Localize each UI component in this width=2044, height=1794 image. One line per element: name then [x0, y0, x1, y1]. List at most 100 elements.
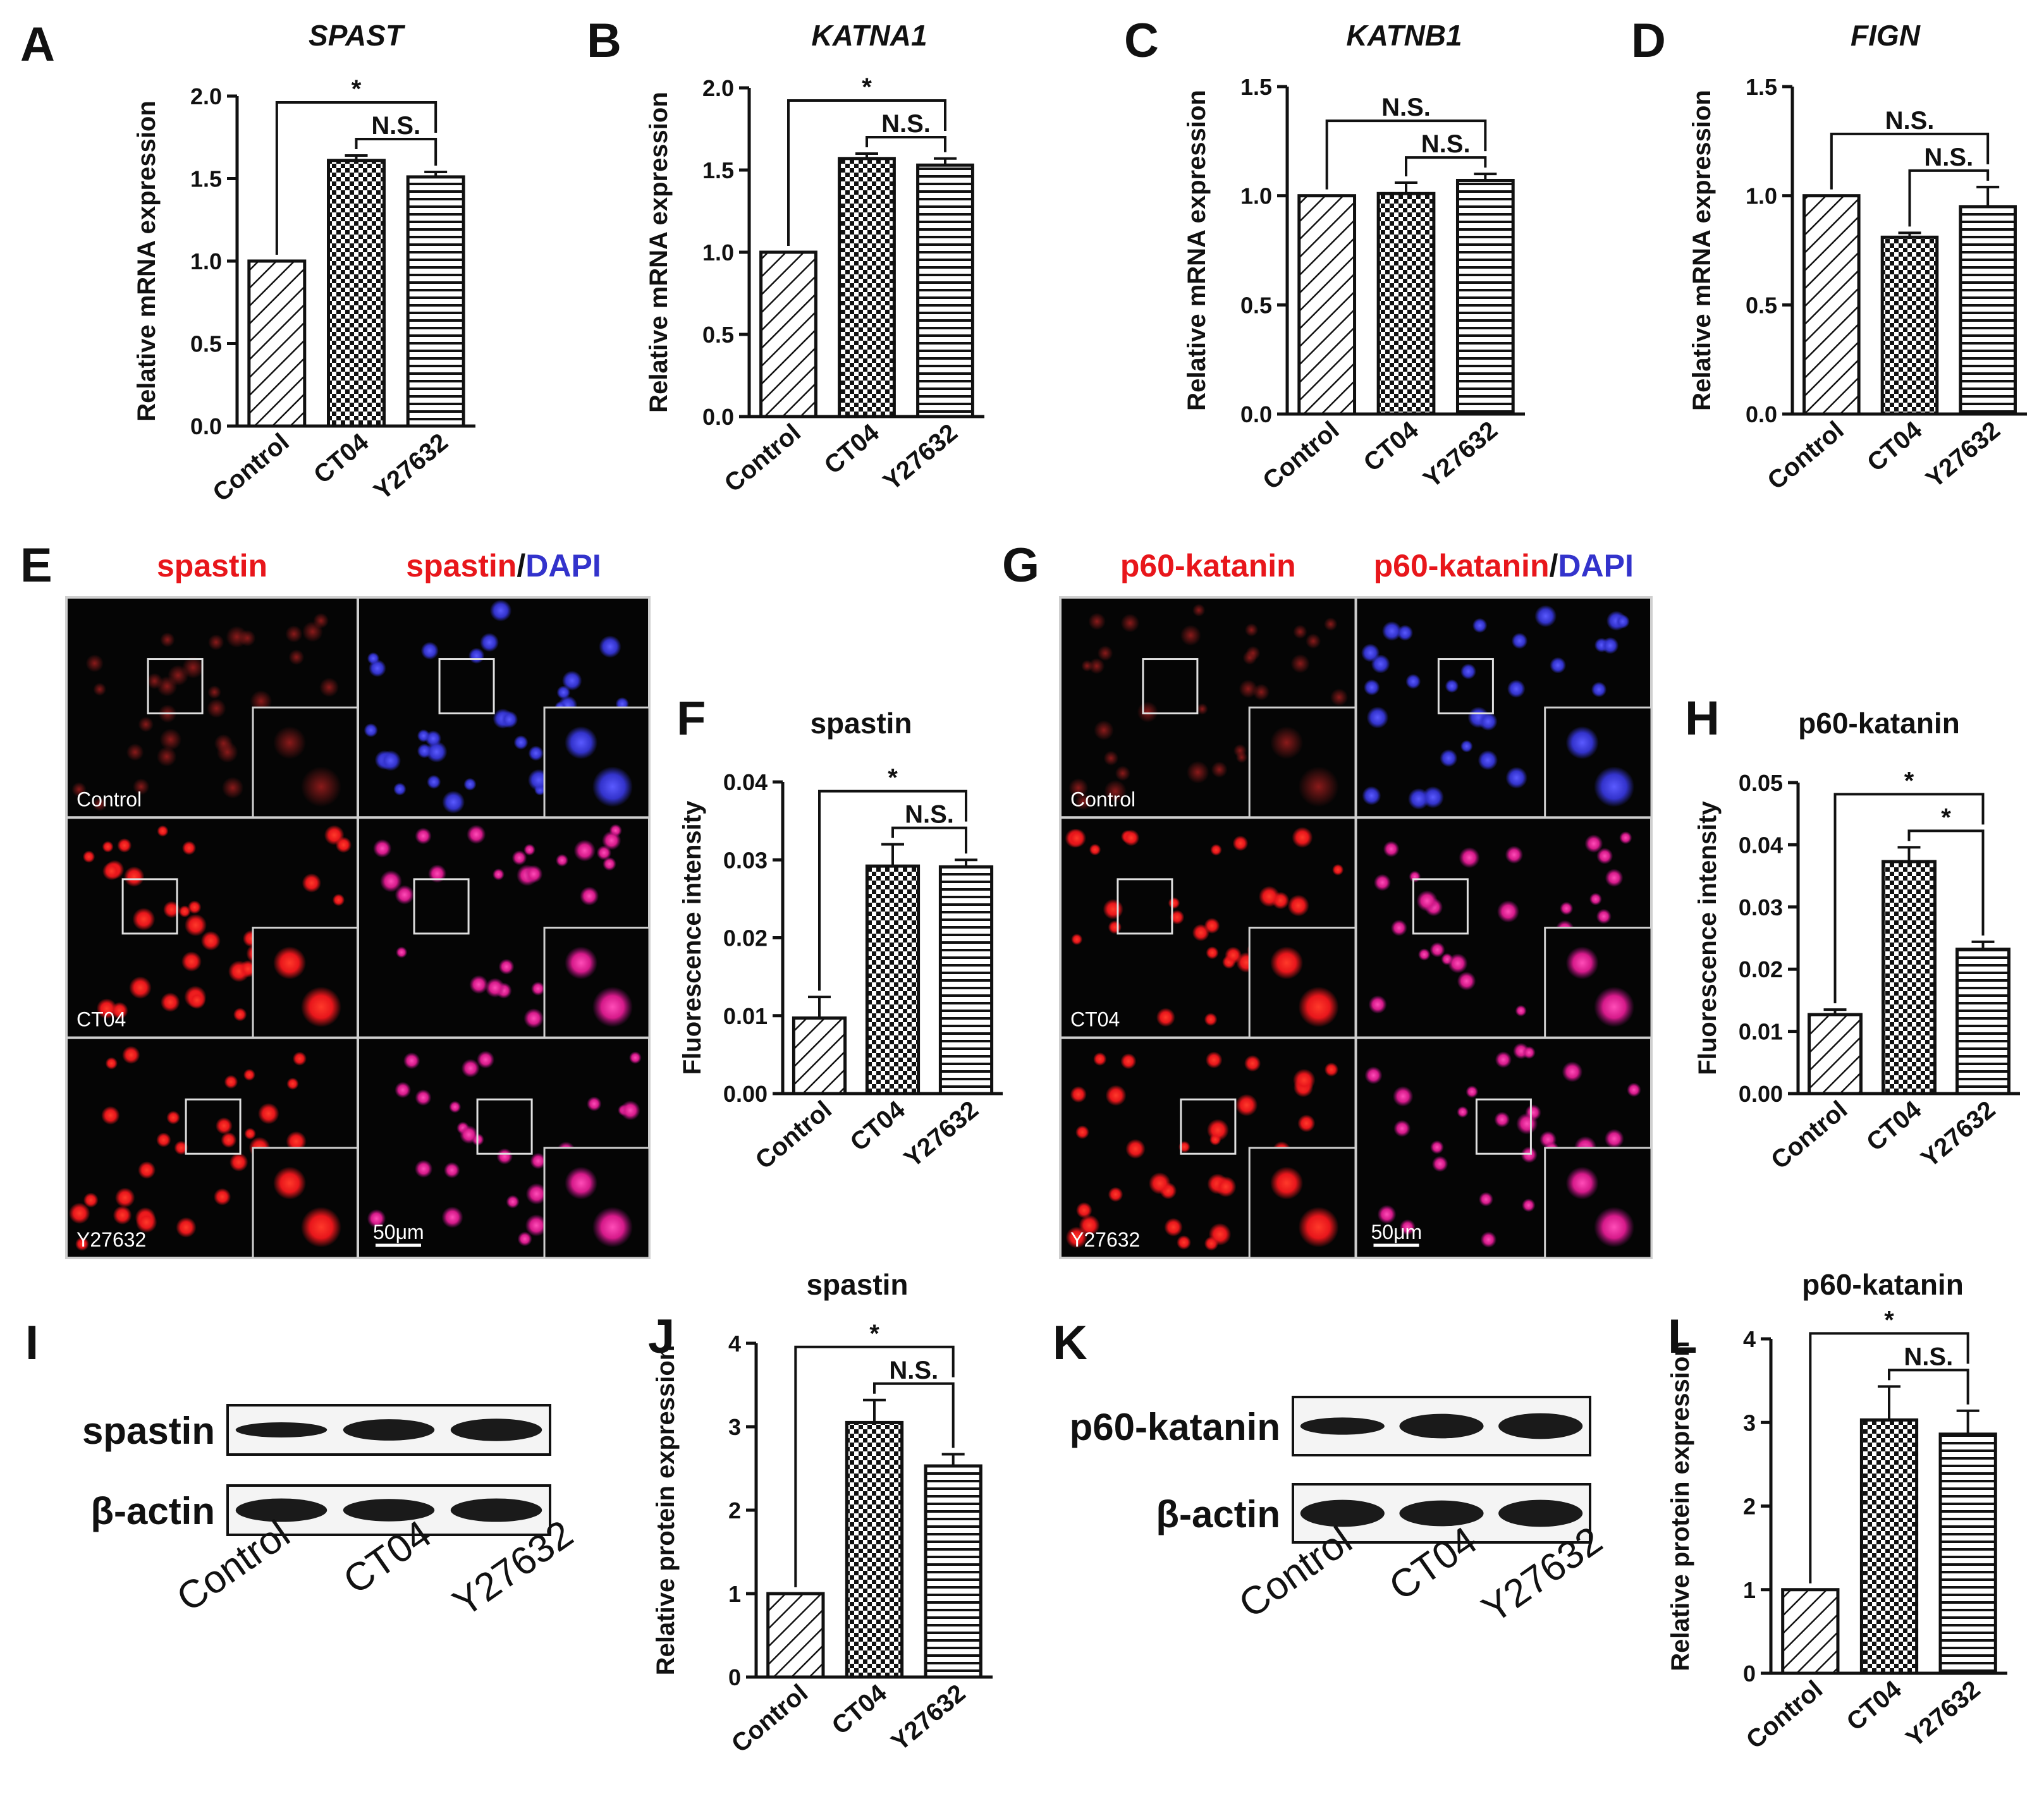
y-tick-label: 2 — [1743, 1494, 1756, 1520]
roi-box — [1437, 658, 1494, 715]
cell — [1071, 933, 1083, 946]
inset-cell — [1565, 1166, 1599, 1200]
sig-bracket-outer-label: * — [862, 73, 872, 101]
panel-label: H — [1685, 692, 1720, 745]
cell — [1180, 625, 1201, 646]
sig-bracket-outer-label: N.S. — [1885, 107, 1935, 135]
cell — [1103, 899, 1123, 920]
cell — [160, 632, 175, 647]
cell — [517, 1231, 532, 1247]
bar — [1859, 1418, 1919, 1675]
cell — [415, 1089, 432, 1106]
cell — [369, 659, 386, 678]
sig-bracket-outer — [1325, 119, 1487, 190]
cell — [1089, 843, 1101, 856]
cell — [1522, 1046, 1536, 1059]
micrograph-tile — [357, 816, 651, 1039]
cell — [492, 868, 505, 881]
cell — [1408, 788, 1429, 810]
cell — [489, 599, 512, 622]
cell — [523, 843, 535, 856]
roi-box — [147, 658, 204, 715]
y-tick-label: 2.0 — [190, 83, 222, 109]
inset-cell — [1594, 1207, 1635, 1248]
category-label: Control — [207, 428, 294, 507]
cell — [1204, 1013, 1218, 1027]
cell — [1392, 1086, 1414, 1107]
roi-box — [413, 878, 470, 935]
sig-bracket-inner — [1908, 169, 1990, 227]
cell — [1591, 681, 1607, 698]
cell — [1601, 637, 1619, 654]
cell — [463, 778, 477, 791]
row-label: Control — [76, 788, 142, 810]
cell — [188, 991, 206, 1010]
y-tick-label: 1 — [728, 1581, 741, 1607]
bar — [1955, 948, 2010, 1095]
sig-bracket-inner — [355, 137, 438, 166]
sig-bracket-outer-label: * — [869, 1320, 879, 1348]
merge-title: spastin/DAPI — [406, 548, 601, 583]
cell — [1377, 1205, 1397, 1224]
chart-title: KATNB1 — [1346, 19, 1462, 52]
cell — [476, 1051, 495, 1069]
cell — [380, 750, 401, 771]
cell — [244, 1128, 256, 1140]
cell — [114, 1187, 135, 1208]
y-tick-label: 1.5 — [1746, 74, 1777, 100]
merge-title-blue: DAPI — [1558, 548, 1633, 583]
inset — [252, 1147, 359, 1259]
merge-title-red: p60-katanin — [1374, 548, 1550, 583]
y-tick-label: 0.5 — [1746, 292, 1777, 318]
cell — [213, 1188, 231, 1205]
cell — [395, 1082, 412, 1099]
cell — [573, 839, 596, 862]
scale-bar-label: 50μm — [1371, 1221, 1423, 1243]
cell — [1211, 761, 1228, 778]
y-tick-label: 0.0 — [1240, 401, 1272, 427]
row-label: Y27632 — [1070, 1228, 1140, 1251]
inset — [252, 706, 359, 819]
y-tick-label: 0 — [728, 1664, 741, 1690]
y-tick-label: 0.03 — [1739, 894, 1783, 920]
blot-band — [343, 1499, 435, 1522]
sig-bracket-inner — [873, 1382, 955, 1448]
y-tick-label: 1.0 — [1240, 183, 1272, 209]
cell — [1292, 827, 1313, 848]
cell — [96, 998, 118, 1019]
blot-band — [1300, 1499, 1385, 1527]
cell — [335, 836, 352, 853]
cell — [157, 676, 178, 697]
cell — [1210, 844, 1222, 856]
cell — [1364, 1066, 1383, 1085]
cell — [1417, 948, 1431, 961]
chart-spast: A SPAST 0.0 0.5 1.0 1.5 2.0 Relative mRNA expre… — [20, 18, 475, 507]
cell — [1416, 890, 1438, 912]
y-axis-label: Relative mRNA expression — [133, 101, 161, 422]
y-tick-label: 0.02 — [1739, 956, 1783, 982]
cell — [1559, 901, 1574, 915]
chart-katnb1: C KATNB1 0.0 0.5 1.0 1.5 Relative mRNA express… — [1124, 14, 1525, 495]
cell — [1440, 749, 1458, 767]
cell — [1079, 1214, 1100, 1236]
y-axis-label: Relative mRNA expression — [1688, 90, 1716, 411]
cell — [599, 635, 621, 658]
cell — [113, 1205, 132, 1225]
cell — [221, 1132, 237, 1148]
cell — [396, 946, 408, 958]
inset — [543, 706, 651, 819]
sig-bracket-inner — [1405, 156, 1487, 176]
category-label: Control — [1258, 416, 1344, 495]
micrograph-tile: Y27632 — [65, 1036, 359, 1259]
cell — [1324, 617, 1338, 632]
cell — [620, 1100, 640, 1121]
inset — [1248, 1147, 1357, 1259]
blot-band — [1498, 1499, 1583, 1527]
y-tick-label: 1.5 — [190, 166, 222, 192]
cell — [184, 913, 207, 937]
inset-cell — [1298, 766, 1339, 807]
y-tick-label: 2 — [728, 1498, 741, 1523]
panel-label: A — [20, 18, 55, 71]
